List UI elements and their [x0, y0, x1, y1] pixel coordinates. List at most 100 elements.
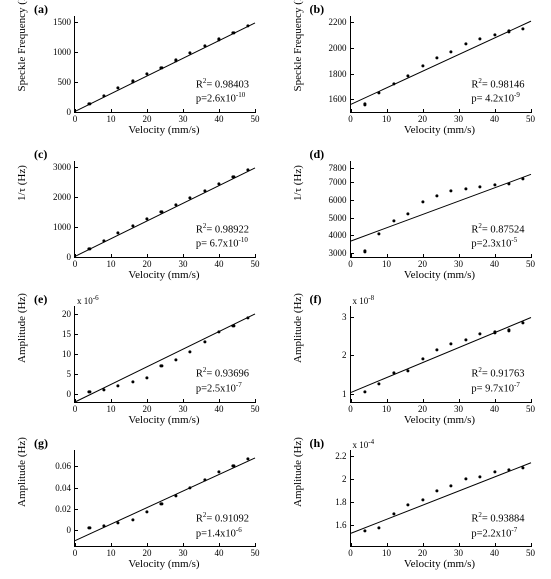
y-tick-label: 0.02: [55, 504, 71, 514]
x-tick-label: 10: [382, 259, 391, 269]
x-tick-label: 20: [418, 548, 427, 558]
y-tick-label: 2: [342, 350, 347, 360]
figure-grid: (a) Speckle Frequency (Hz) Velocity (mm/s)…: [0, 0, 551, 579]
x-tick: [531, 543, 532, 547]
p-value: p=1.4x10-6: [196, 526, 249, 541]
y-tick-label: 2200: [329, 17, 347, 27]
p-value: p=2.5x10-7: [196, 381, 249, 396]
y-tick-label: 3000: [53, 162, 71, 172]
stats-annotation: R2= 0.98922p= 6.7x10-10: [196, 222, 249, 251]
panel-label: (c): [34, 147, 47, 162]
y-axis-label: 1/τ (Hz): [16, 111, 30, 255]
y-tick-label: 1600: [329, 94, 347, 104]
y-tick-label: 6000: [329, 195, 347, 205]
x-tick-label: 20: [418, 404, 427, 414]
p-value: p=2.6x10-10: [196, 91, 249, 106]
y-tick-label: 0.04: [55, 483, 71, 493]
x-tick-label: 20: [418, 114, 427, 124]
x-tick-label: 50: [526, 404, 535, 414]
x-tick-label: 10: [107, 114, 116, 124]
panel-d: (d)1/τ (Hz)Velocity (mm/s)01020304050300…: [276, 145, 551, 290]
y-axis-label: Amplitude (Hz): [16, 256, 30, 400]
x-tick-label: 10: [382, 114, 391, 124]
y-tick-label: 1.8: [335, 497, 346, 507]
x-axis-label: Velocity (mm/s): [350, 414, 530, 426]
x-axis-label: Velocity (mm/s): [350, 269, 530, 281]
x-tick-label: 0: [348, 548, 353, 558]
x-tick-label: 10: [107, 259, 116, 269]
x-tick: [531, 254, 532, 258]
y-tick-label: 0: [67, 525, 72, 535]
stats-annotation: R2= 0.98403p=2.6x10-10: [196, 77, 249, 106]
x-tick-label: 40: [490, 114, 499, 124]
y-axis-label: Amplitude (Hz): [16, 400, 30, 544]
y-axis-exponent: x 10-4: [353, 438, 375, 450]
x-tick-label: 0: [73, 259, 78, 269]
y-tick-label: 2000: [329, 43, 347, 53]
x-tick-label: 10: [107, 548, 116, 558]
stats-annotation: R2= 0.98146p= 4.2x10-9: [471, 77, 524, 106]
panel-g: (g)Amplitude (Hz)Velocity (mm/s)01020304…: [0, 434, 276, 579]
x-tick-label: 0: [73, 404, 78, 414]
x-tick-label: 30: [179, 114, 188, 124]
x-tick-label: 50: [251, 548, 260, 558]
x-axis-label: Velocity (mm/s): [350, 558, 530, 570]
x-tick-label: 40: [490, 404, 499, 414]
y-tick-label: 20: [62, 309, 71, 319]
plot-area: 0102030405000.020.040.06R2= 0.91092p=1.4…: [74, 450, 255, 547]
x-tick-label: 20: [143, 548, 152, 558]
x-axis-label: Velocity (mm/s): [74, 269, 254, 281]
r-squared: R2= 0.93696: [196, 366, 249, 381]
y-tick-label: 1: [342, 389, 347, 399]
y-tick-label: 500: [58, 77, 72, 87]
panel-c: (c)1/τ (Hz)Velocity (mm/s)01020304050010…: [0, 145, 276, 290]
stats-annotation: R2= 0.87524p=2.3x10-5: [471, 222, 524, 251]
p-value: p= 4.2x10-9: [471, 91, 524, 106]
y-tick: [74, 257, 78, 258]
y-axis-exponent: x 10-6: [77, 294, 99, 306]
y-tick-label: 15: [62, 329, 71, 339]
y-tick-label: 1500: [53, 17, 71, 27]
panel-label: (a): [34, 2, 48, 17]
p-value: p= 6.7x10-10: [196, 236, 249, 251]
y-axis-label: Speckle Frequency (Hz): [292, 0, 306, 110]
r-squared: R2= 0.98403: [196, 77, 249, 92]
p-value: p=2.2x10-7: [471, 526, 524, 541]
x-axis-label: Velocity (mm/s): [74, 558, 254, 570]
y-axis-label: Speckle Frequency (Hz): [16, 0, 30, 110]
x-tick: [531, 109, 532, 113]
y-tick-label: 4000: [329, 230, 347, 240]
x-tick: [255, 399, 256, 403]
y-tick-label: 2: [342, 474, 347, 484]
panel-label: (b): [310, 2, 325, 17]
stats-annotation: R2= 0.91092p=1.4x10-6: [196, 511, 249, 540]
panel-label: (f): [310, 292, 322, 307]
x-tick-label: 50: [251, 404, 260, 414]
y-tick-label: 5: [67, 369, 72, 379]
x-tick-label: 30: [454, 404, 463, 414]
x-tick-label: 30: [179, 259, 188, 269]
x-tick-label: 10: [382, 404, 391, 414]
plot-area: 0102030405005101520x 10-6R2= 0.93696p=2.…: [74, 306, 255, 403]
y-tick-label: 0: [67, 389, 72, 399]
x-tick: [255, 109, 256, 113]
plot-area: 010203040500100020003000R2= 0.98922p= 6.…: [74, 161, 255, 258]
x-tick: [255, 254, 256, 258]
y-tick-label: 5000: [329, 213, 347, 223]
r-squared: R2= 0.91092: [196, 511, 249, 526]
y-tick-label: 1.6: [335, 520, 346, 530]
panel-f: (f)Amplitude (Hz)Velocity (mm/s)01020304…: [276, 290, 551, 435]
y-tick-label: 0: [67, 252, 72, 262]
plot-area: 01020304050300040005000600070007800R2= 0…: [350, 161, 531, 258]
y-tick-label: 2.2: [335, 451, 346, 461]
stats-annotation: R2= 0.91763p= 9.7x10-7: [471, 366, 524, 395]
x-tick-label: 30: [179, 548, 188, 558]
x-tick-label: 50: [251, 259, 260, 269]
x-tick-label: 30: [454, 259, 463, 269]
panel-e: (e)Amplitude (Hz)Velocity (mm/s)01020304…: [0, 290, 276, 435]
x-tick-label: 20: [418, 259, 427, 269]
panel-h: (h)Amplitude (Hz)Velocity (mm/s)01020304…: [276, 434, 551, 579]
x-tick-label: 0: [348, 404, 353, 414]
x-tick-label: 0: [73, 114, 78, 124]
x-tick-label: 50: [526, 114, 535, 124]
